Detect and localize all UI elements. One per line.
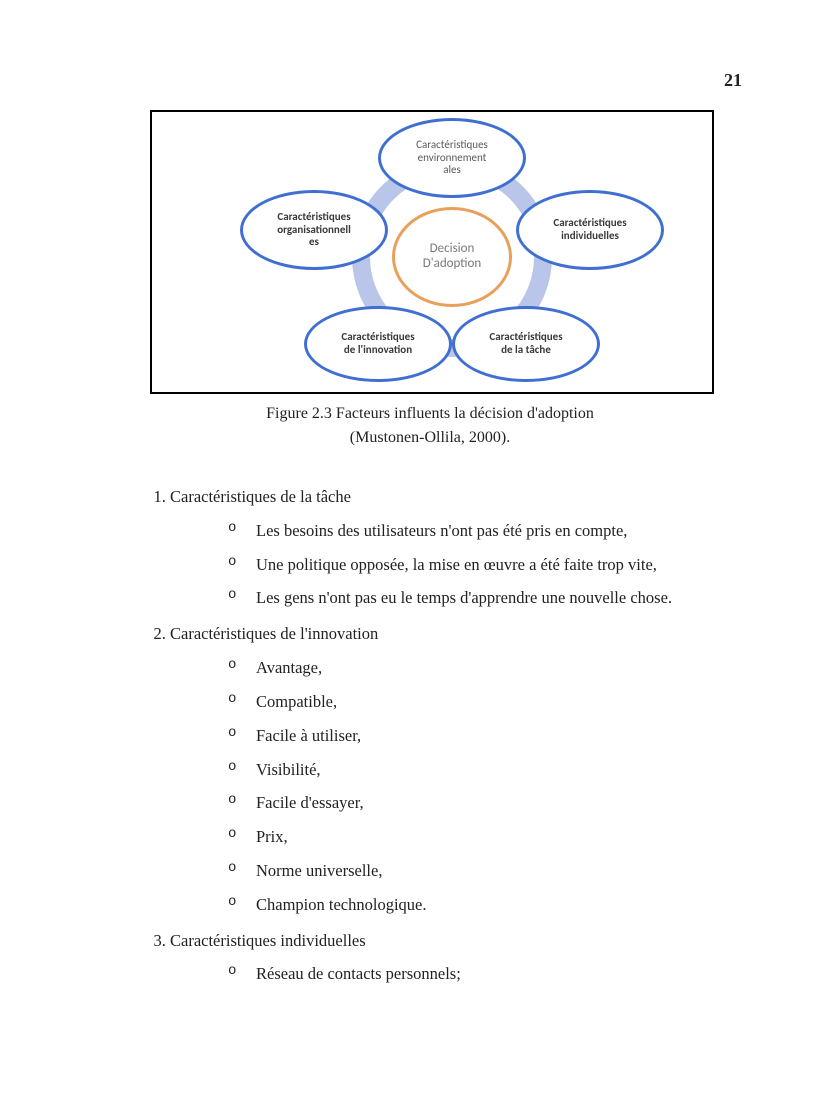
page-number: 21 — [724, 70, 742, 91]
diagram-node-env: Caractéristiquesenvironnementales — [378, 118, 526, 198]
list-item: Prix, — [228, 820, 742, 854]
list-subitems: Réseau de contacts personnels; — [170, 957, 742, 991]
list-section-title: Caractéristiques de l'innovation — [170, 624, 378, 643]
diagram-node-tache: Caractéristiquesde la tâche — [452, 306, 600, 382]
list-subitems: Les besoins des utilisateurs n'ont pas é… — [170, 514, 742, 615]
list-section: Caractéristiques individuelles Réseau de … — [170, 924, 742, 992]
diagram-node-center: DecisionD'adoption — [392, 207, 512, 307]
list-section: Caractéristiques de la tâche Les besoins … — [170, 480, 742, 615]
diagram-node-label: Caractéristiquesenvironnementales — [416, 139, 488, 177]
caption-line-2: (Mustonen-Ollila, 2000). — [350, 429, 510, 446]
list-section-title: Caractéristiques de la tâche — [170, 487, 351, 506]
diagram-node-label: Caractéristiquesde la tâche — [489, 331, 562, 356]
diagram-node-label: DecisionD'adoption — [423, 242, 481, 272]
list-item: Une politique opposée, la mise en œuvre … — [228, 548, 742, 582]
diagram-node-label: Caractéristiquesde l'innovation — [341, 331, 414, 356]
list-item: Champion technologique. — [228, 888, 742, 922]
diagram-node-indiv: Caractéristiquesindividuelles — [516, 190, 664, 270]
list-section: Caractéristiques de l'innovation Avantage… — [170, 617, 742, 921]
page: 21 DecisionD'adoption Caractéristiquesenv… — [0, 0, 822, 1119]
diagram-node-label: Caractéristiquesorganisationnelles — [277, 211, 351, 249]
list-item: Facile à utiliser, — [228, 719, 742, 753]
list-item: Les besoins des utilisateurs n'ont pas é… — [228, 514, 742, 548]
diagram-node-innov: Caractéristiquesde l'innovation — [304, 306, 452, 382]
list-item: Visibilité, — [228, 753, 742, 787]
diagram-node-label: Caractéristiquesindividuelles — [553, 217, 626, 242]
list-item: Facile d'essayer, — [228, 786, 742, 820]
list-item: Les gens n'ont pas eu le temps d'apprend… — [228, 581, 742, 615]
list-item: Compatible, — [228, 685, 742, 719]
list-section-title: Caractéristiques individuelles — [170, 931, 366, 950]
list-item: Norme universelle, — [228, 854, 742, 888]
list-item: Avantage, — [228, 651, 742, 685]
diagram-node-org: Caractéristiquesorganisationnelles — [240, 190, 388, 270]
figure-caption: Figure 2.3 Facteurs influents la décisio… — [150, 402, 710, 450]
list-subitems: Avantage,Compatible,Facile à utiliser,Vi… — [170, 651, 742, 922]
characteristics-list: Caractéristiques de la tâche Les besoins … — [170, 480, 742, 991]
list-item: Réseau de contacts personnels; — [228, 957, 742, 991]
caption-line-1: Figure 2.3 Facteurs influents la décisio… — [266, 405, 594, 422]
figure-box: DecisionD'adoption Caractéristiquesenviro… — [150, 110, 714, 394]
